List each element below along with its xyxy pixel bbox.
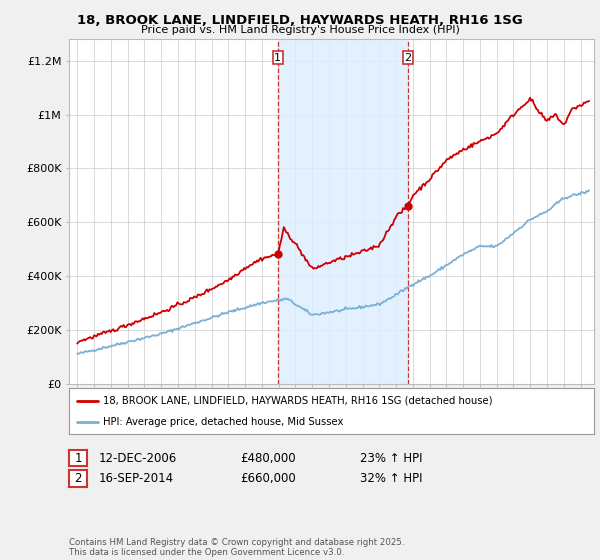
Text: 2: 2	[404, 53, 412, 63]
Text: 2: 2	[74, 472, 82, 486]
Text: HPI: Average price, detached house, Mid Sussex: HPI: Average price, detached house, Mid …	[103, 417, 343, 427]
Text: 1: 1	[274, 53, 281, 63]
Bar	[278, 39, 408, 384]
Text: £480,000: £480,000	[240, 451, 296, 465]
Text: 18, BROOK LANE, LINDFIELD, HAYWARDS HEATH, RH16 1SG: 18, BROOK LANE, LINDFIELD, HAYWARDS HEAT…	[77, 14, 523, 27]
Text: 18, BROOK LANE, LINDFIELD, HAYWARDS HEATH, RH16 1SG (detached house): 18, BROOK LANE, LINDFIELD, HAYWARDS HEAT…	[103, 396, 493, 406]
Text: Price paid vs. HM Land Registry's House Price Index (HPI): Price paid vs. HM Land Registry's House …	[140, 25, 460, 35]
Text: 32% ↑ HPI: 32% ↑ HPI	[360, 472, 422, 486]
Text: 16-SEP-2014: 16-SEP-2014	[99, 472, 174, 486]
Text: £660,000: £660,000	[240, 472, 296, 486]
Text: 1: 1	[74, 451, 82, 465]
Text: 23% ↑ HPI: 23% ↑ HPI	[360, 451, 422, 465]
Text: Contains HM Land Registry data © Crown copyright and database right 2025.
This d: Contains HM Land Registry data © Crown c…	[69, 538, 404, 557]
Text: 12-DEC-2006: 12-DEC-2006	[99, 451, 177, 465]
